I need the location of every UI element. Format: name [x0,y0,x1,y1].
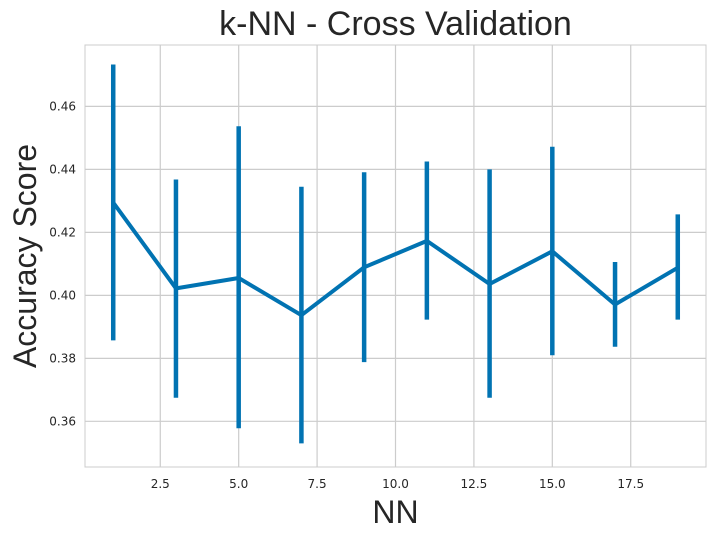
x-tick-label: 5.0 [229,477,248,491]
grid [85,45,706,467]
x-tick-label: 12.5 [461,477,488,491]
y-tick-label: 0.38 [49,351,76,365]
x-tick-labels: 2.5 5.0 7.5 10.0 12.5 15.0 17.5 [151,477,644,491]
x-tick-label: 15.0 [539,477,566,491]
mean-accuracy-line [111,201,679,318]
y-tick-label: 0.36 [49,414,76,428]
x-tick-label: 17.5 [617,477,644,491]
x-axis-label: NN [372,494,418,530]
chart-title: k-NN - Cross Validation [219,5,572,43]
x-tick-label: 10.0 [382,477,409,491]
y-axis-label: Accuracy Score [7,144,43,368]
x-tick-label: 7.5 [308,477,327,491]
y-tick-label: 0.44 [49,162,76,176]
y-tick-labels: 0.36 0.38 0.40 0.42 0.44 0.46 [49,99,76,428]
y-tick-label: 0.42 [49,225,76,239]
x-tick-label: 2.5 [151,477,170,491]
y-tick-label: 0.46 [49,99,76,113]
y-tick-label: 0.40 [49,288,76,302]
